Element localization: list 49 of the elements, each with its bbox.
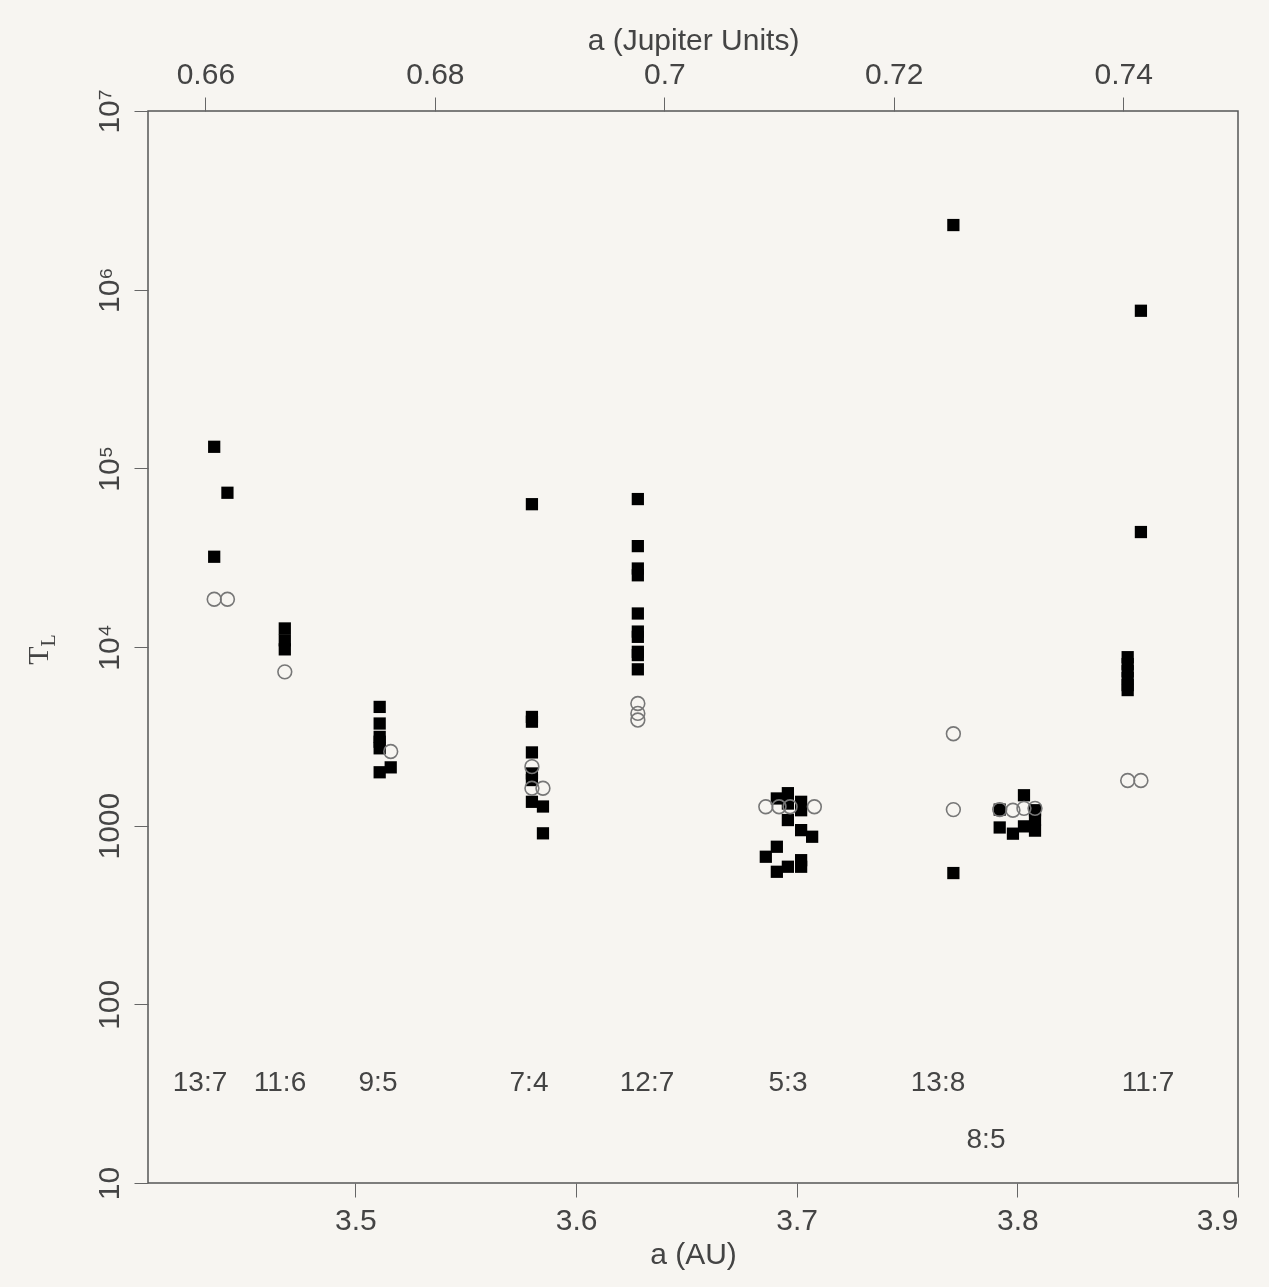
y-tick-label: 100: [91, 979, 125, 1030]
point: [630, 695, 646, 712]
x2-tick-label: 0.7: [643, 56, 686, 90]
point: [383, 743, 399, 760]
y-tick-label: 10: [91, 1166, 125, 1201]
point: [1027, 800, 1043, 817]
point: [630, 705, 646, 722]
point: [277, 664, 293, 680]
point: [945, 801, 962, 818]
point: [1005, 802, 1021, 818]
annotation: 13:7: [172, 1066, 228, 1097]
x2-tick-label: 0.72: [865, 56, 924, 90]
annotation: 9:5: [358, 1066, 398, 1097]
point: [806, 799, 823, 815]
x-axis-title: a (AU): [650, 1236, 737, 1270]
point: [782, 799, 798, 815]
point: [945, 726, 962, 742]
x-tick-label: 3.8: [996, 1202, 1039, 1236]
x2-tick-label: 0.66: [176, 56, 236, 90]
x-tick-label: 3.9: [1196, 1202, 1239, 1236]
annotation: 8:5: [966, 1123, 1006, 1154]
y-tick-label: 10⁴: [91, 624, 125, 671]
point: [206, 591, 222, 607]
y-tick-label: 1000: [91, 792, 125, 860]
point: [524, 780, 540, 796]
x-tick-label: 3.5: [335, 1202, 377, 1236]
point: [758, 799, 774, 815]
x2-tick-label: 0.74: [1094, 56, 1153, 90]
point: [1133, 772, 1149, 789]
y-tick-label: 10⁷: [91, 89, 125, 134]
x2-tick-label: 0.68: [406, 56, 465, 90]
point: [219, 591, 236, 607]
annotation: 7:4: [509, 1066, 549, 1097]
point: [1119, 772, 1136, 789]
annotation: 11:7: [1121, 1066, 1175, 1097]
point: [1016, 800, 1032, 817]
x-tick-label: 3.6: [555, 1202, 598, 1236]
x-tick-label: 3.7: [776, 1202, 819, 1236]
point: [535, 780, 551, 796]
point: [524, 758, 540, 775]
y-tick-label: 10⁵: [91, 445, 125, 492]
point: [771, 799, 787, 815]
y-tick-label: 10⁶: [91, 267, 125, 314]
point: [630, 712, 646, 728]
x2-axis-title: a (Jupiter Units): [587, 22, 800, 56]
annotation: 5:3: [768, 1066, 808, 1097]
annotation: 11:6: [253, 1066, 307, 1097]
annotation: 13:8: [910, 1066, 966, 1097]
annotation: 12:7: [619, 1066, 675, 1097]
